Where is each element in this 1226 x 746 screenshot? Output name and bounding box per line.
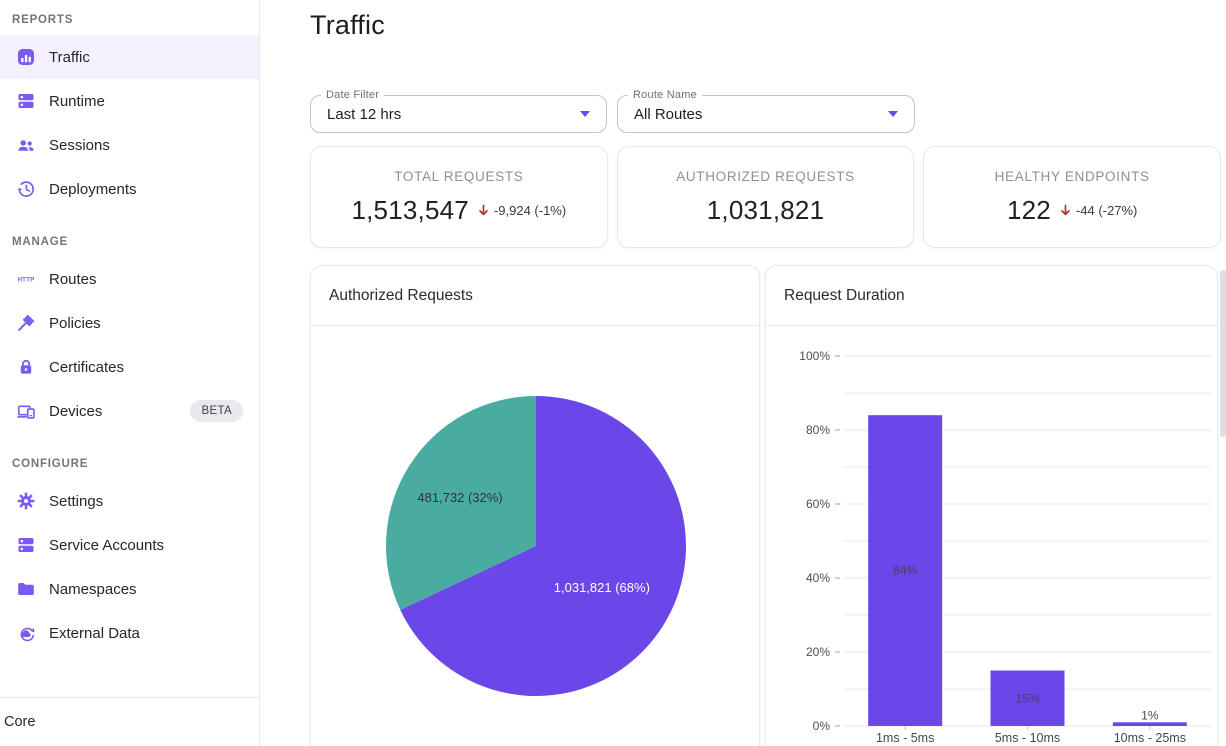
stat-delta-text: -9,924 (-1%) (493, 202, 567, 218)
bar-10ms - 25ms[interactable] (1112, 722, 1187, 726)
dns-icon (18, 94, 34, 108)
y-tick-label: 20% (806, 645, 830, 659)
request-duration-chart-card: Request Duration 0% 20% 40% 60% 80% 100% 84% 1m… (765, 265, 1218, 746)
page-title: Traffic (310, 10, 385, 40)
sidebar-item-label: Deployments (49, 180, 137, 198)
date-filter-value: Last 12 hrs (327, 105, 402, 123)
x-category-label: 1ms - 5ms (876, 731, 934, 745)
sidebar-item-label: Traffic (49, 48, 90, 66)
sidebar-item-label: Certificates (49, 358, 125, 376)
bar-value-label: 1% (1141, 708, 1159, 722)
x-category-label: 10ms - 25ms (1114, 731, 1186, 745)
svg-text:HTTP: HTTP (18, 277, 35, 284)
section-label-manage: MANAGE (12, 236, 68, 248)
sidebar-item-label: Service Accounts (49, 536, 165, 554)
main-content: Traffic Date Filter Last 12 hrs Route Na… (260, 0, 1226, 746)
chart-title: Authorized Requests (311, 266, 759, 326)
bar-value-label: 84% (893, 564, 917, 578)
chevron-down-icon (580, 111, 590, 117)
workspace-selector[interactable]: Core (0, 697, 259, 746)
sidebar-item-devices[interactable]: Devices BETA (0, 389, 259, 433)
stat-label: TOTAL REQUESTS (394, 168, 524, 184)
sidebar-item-namespaces[interactable]: Namespaces (0, 567, 259, 611)
request-duration-bar-chart: 0% 20% 40% 60% 80% 100% 84% 1ms - 5ms 15% 5ms - 1… (799, 349, 1211, 745)
sidebar-item-certificates[interactable]: Certificates (0, 345, 259, 389)
stat-value: 1,031,821 (706, 194, 825, 225)
sidebar-item-label: Routes (49, 270, 97, 288)
y-tick-label: 0% (813, 719, 831, 733)
sidebar-nav: REPORTS Traffic Runtime (0, 0, 259, 697)
stat-value: 122 (1006, 194, 1051, 225)
chevron-down-icon (888, 111, 898, 117)
sidebar-item-label: External Data (49, 624, 140, 642)
stat-label: HEALTHY ENDPOINTS (994, 168, 1150, 184)
sidebar-item-deployments[interactable]: Deployments (0, 167, 259, 211)
sidebar: REPORTS Traffic Runtime (0, 0, 260, 746)
pie-slice-unauthorized[interactable] (386, 396, 536, 610)
gear-icon (17, 492, 35, 510)
history-icon (17, 181, 35, 197)
arrow-down-icon (1061, 204, 1070, 215)
authorized-requests-pie-chart: 1,031,821 (68%) 481,732 (32%) (386, 396, 686, 696)
sidebar-item-sessions[interactable]: Sessions (0, 123, 259, 167)
bar-value-label: 15% (1015, 691, 1039, 705)
sidebar-item-label: Runtime (49, 92, 105, 110)
authorized-requests-chart-card: Authorized Requests 1,031,821 (68%) 481,7… (310, 265, 760, 746)
scrollbar-thumb[interactable] (1220, 270, 1226, 437)
y-tick-label: 100% (799, 349, 830, 363)
sidebar-item-traffic[interactable]: Traffic (0, 35, 259, 79)
stat-delta: -44 (-27%) (1058, 203, 1137, 218)
stat-card-authorized-requests: AUTHORIZED REQUESTS 1,031,821 (616, 146, 915, 248)
bar-5ms - 10ms[interactable] (990, 670, 1065, 727)
people-icon (18, 140, 34, 151)
folder-icon (18, 583, 34, 595)
stat-label: AUTHORIZED REQUESTS (676, 168, 855, 184)
stat-card-healthy-endpoints: HEALTHY ENDPOINTS 122 -44 (-27%) (923, 146, 1222, 248)
cloud-sync-icon (20, 627, 35, 642)
sidebar-item-label: Namespaces (49, 580, 137, 598)
stats-row: TOTAL REQUESTS 1,513,547 -9,924 (-1%) AU… (310, 146, 1222, 248)
dns-icon (18, 538, 34, 552)
bar-1ms - 5ms[interactable] (868, 415, 943, 726)
sidebar-item-label: Policies (49, 314, 101, 332)
gavel-icon (18, 314, 35, 331)
devices-icon (17, 405, 35, 419)
sidebar-item-runtime[interactable]: Runtime (0, 79, 259, 123)
traffic-chart-icon (18, 49, 34, 65)
stat-delta: -9,924 (-1%) (476, 203, 566, 218)
section-label-configure: CONFIGURE (12, 458, 89, 470)
route-name-label: Route Name (628, 89, 702, 101)
route-name-select[interactable]: Route Name All Routes (617, 89, 915, 133)
route-name-value: All Routes (634, 105, 703, 123)
y-tick-label: 80% (806, 423, 830, 437)
pie-slice-label: 481,732 (32%) (417, 490, 502, 505)
x-category-label: 5ms - 10ms (995, 731, 1060, 745)
charts-row: Authorized Requests 1,031,821 (68%) 481,7… (310, 265, 1226, 746)
sidebar-item-label: Sessions (49, 136, 110, 154)
stat-delta-text: -44 (-27%) (1075, 202, 1138, 218)
arrow-down-icon (479, 204, 488, 215)
beta-badge: BETA (190, 400, 243, 422)
sidebar-item-label: Devices (49, 402, 103, 420)
pie-slice-authorized[interactable] (400, 396, 686, 696)
sidebar-item-policies[interactable]: Policies (0, 301, 259, 345)
date-filter-select[interactable]: Date Filter Last 12 hrs (310, 89, 607, 133)
sidebar-item-routes[interactable]: HTTP Routes (0, 257, 259, 301)
stat-value: 1,513,547 (351, 194, 469, 225)
chart-title: Request Duration (766, 266, 1217, 326)
filters-row: Date Filter Last 12 hrs Route Name All R… (310, 89, 1226, 133)
sidebar-item-label: Settings (49, 492, 104, 510)
sidebar-item-external-data[interactable]: External Data (0, 611, 259, 655)
y-tick-label: 40% (806, 571, 830, 585)
lock-icon (20, 359, 32, 374)
sidebar-item-settings[interactable]: Settings (0, 479, 259, 523)
section-label-reports: REPORTS (12, 14, 74, 26)
y-tick-label: 60% (806, 497, 830, 511)
http-icon: HTTP (18, 277, 35, 284)
sidebar-item-service-accounts[interactable]: Service Accounts (0, 523, 259, 567)
stat-card-total-requests: TOTAL REQUESTS 1,513,547 -9,924 (-1%) (310, 146, 608, 248)
date-filter-label: Date Filter (321, 89, 385, 101)
pie-slice-label: 1,031,821 (68%) (554, 580, 650, 595)
